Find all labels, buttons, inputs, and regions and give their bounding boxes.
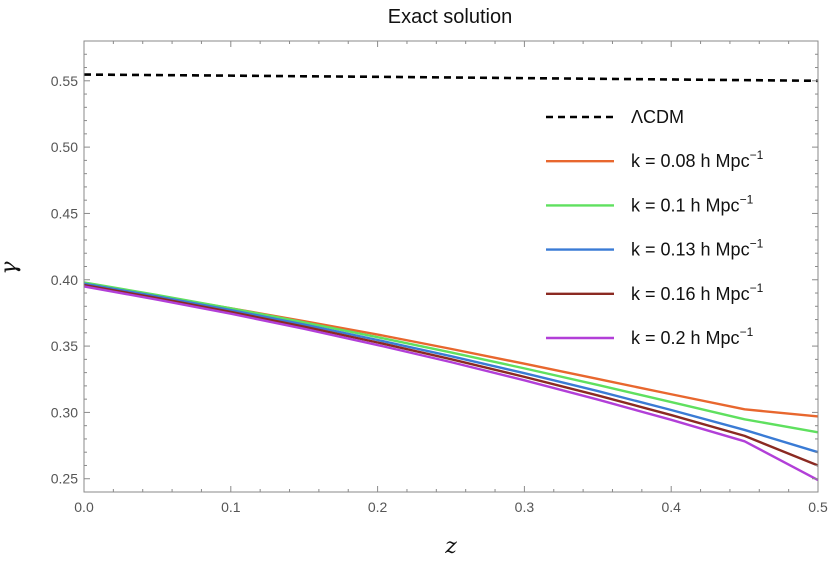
legend-label-text: k = 0.16 h Mpc (631, 284, 750, 304)
series-line-2 (83, 281, 819, 434)
legend-label-4: k = 0.16 h Mpc−1 (631, 281, 764, 304)
legend-label-text: ΛCDM (631, 107, 684, 127)
series-line-5 (83, 285, 819, 482)
legend-label-text: k = 0.13 h Mpc (631, 240, 750, 260)
legend-label-superscript: −1 (750, 148, 764, 162)
series-line-0 (83, 73, 819, 83)
legend-label-text: k = 0.2 h Mpc (631, 328, 740, 348)
y-tick-label: 0.30 (51, 404, 78, 420)
legend-label-1: k = 0.08 h Mpc−1 (631, 148, 764, 171)
plot-series (83, 73, 819, 482)
y-axis-label: γ (0, 261, 22, 275)
y-tick-label: 0.40 (51, 272, 78, 288)
legend-label-text: k = 0.1 h Mpc (631, 195, 740, 215)
x-tick-label: 0.3 (515, 499, 535, 515)
series-line-4 (83, 283, 819, 467)
x-tick-label: 0.1 (221, 499, 241, 515)
x-tick-label: 0.0 (74, 499, 94, 515)
legend-label-text: k = 0.08 h Mpc (631, 151, 750, 171)
legend-label-superscript: −1 (750, 237, 764, 251)
x-tick-label: 0.4 (661, 499, 681, 515)
series-line-3 (83, 282, 819, 454)
legend-label-superscript: −1 (740, 325, 754, 339)
y-tick-label: 0.50 (51, 139, 78, 155)
x-tick-label: 0.5 (808, 499, 828, 515)
legend-label-5: k = 0.2 h Mpc−1 (631, 325, 754, 348)
x-tick-label: 0.2 (368, 499, 388, 515)
y-axis: 0.25 0.30 0.35 0.40 0.45 0.50 0.55 (51, 40, 818, 493)
y-tick-label: 0.55 (51, 73, 78, 89)
legend-label-superscript: −1 (750, 281, 764, 295)
y-tick-label: 0.25 (51, 471, 78, 487)
legend-label-0: ΛCDM (631, 107, 684, 127)
y-tick-label: 0.35 (51, 338, 78, 354)
x-axis-label: z (444, 534, 457, 559)
chart-title: Exact solution (388, 6, 513, 28)
x-axis: 0.0 0.1 0.2 0.3 0.4 0.5 (74, 41, 828, 515)
legend-label-superscript: −1 (740, 192, 754, 206)
legend-label-3: k = 0.13 h Mpc−1 (631, 237, 764, 260)
y-tick-label: 0.45 (51, 205, 78, 221)
legend-label-2: k = 0.1 h Mpc−1 (631, 192, 754, 215)
